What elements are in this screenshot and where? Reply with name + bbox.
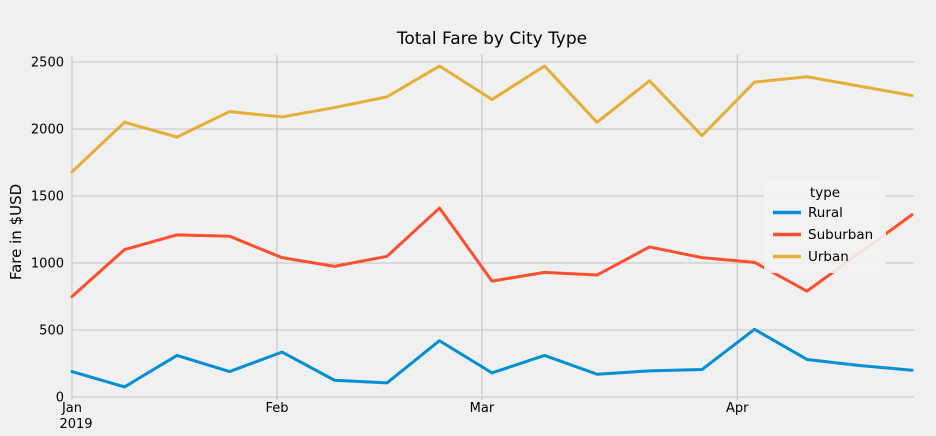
y-tick-label: 2000	[31, 123, 64, 138]
y-axis-label: Fare in $USD	[7, 184, 25, 280]
x-tick-label: Apr	[726, 401, 749, 416]
x-tick-label: Mar	[470, 401, 495, 416]
legend-label-suburban: Suburban	[808, 227, 873, 243]
y-tick-label: 500	[39, 324, 64, 339]
legend-label-rural: Rural	[808, 205, 843, 221]
series-line-rural	[70, 327, 914, 389]
y-tick-label: 1500	[31, 190, 64, 205]
x-tick-year-label: 2019	[59, 417, 92, 432]
y-tick-label: 0	[56, 391, 64, 406]
y-tick-label: 2500	[31, 56, 64, 71]
x-tick-label: Feb	[265, 401, 288, 416]
x-tick-label: Jan	[61, 401, 82, 416]
series-line-urban	[70, 64, 914, 174]
y-tick-label: 1000	[31, 257, 64, 272]
legend-title: type	[810, 185, 840, 201]
legend: type Rural Suburban Urban	[764, 181, 886, 273]
chart-title: Total Fare by City Type	[396, 29, 587, 49]
legend-label-urban: Urban	[808, 249, 849, 265]
legend-box	[764, 181, 886, 273]
